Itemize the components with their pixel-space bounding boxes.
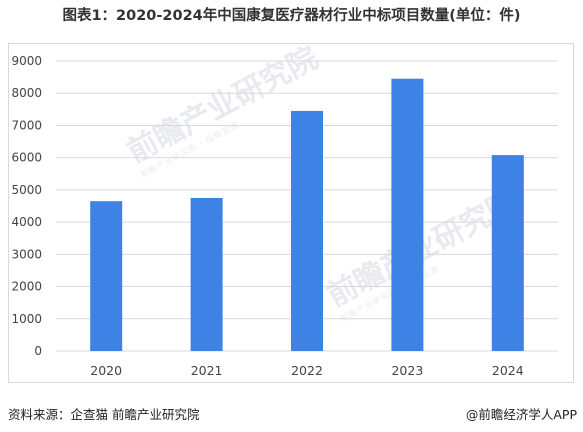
- y-tick-label: 9000: [11, 54, 42, 68]
- x-tick-label: 2021: [191, 363, 223, 378]
- y-tick-label: 3000: [11, 247, 42, 261]
- bar-2022: [291, 110, 323, 351]
- y-tick-label: 2000: [11, 280, 42, 294]
- chart-title: 图表1：2020-2024年中国康复医疗器材行业中标项目数量(单位：件): [62, 8, 521, 24]
- bar-2020: [90, 201, 123, 351]
- plot-frame: [8, 43, 574, 383]
- brand-note: @前瞻经济学人APP: [465, 407, 577, 422]
- bar-2023: [391, 78, 424, 351]
- y-tick-label: 0: [34, 344, 42, 358]
- x-axis-ticks: 2020 2021 2022 2023 2024: [90, 363, 523, 378]
- footer: 资料来源：企查猫 前瞻产业研究院 @前瞻经济学人APP: [0, 400, 583, 424]
- y-tick-label: 5000: [11, 183, 42, 197]
- y-axis-ticks: 0 1000 2000 3000 4000 5000 6000 7000 8000 9000: [11, 54, 42, 358]
- x-tick-label: 2020: [90, 363, 122, 378]
- source-note: 资料来源：企查猫 前瞻产业研究院: [8, 407, 200, 422]
- x-tick-label: 2024: [492, 363, 524, 378]
- x-tick-label: 2022: [291, 363, 323, 378]
- bar-2021: [190, 197, 223, 351]
- y-tick-label: 7000: [11, 118, 42, 132]
- x-tick-label: 2023: [391, 363, 423, 378]
- y-tick-label: 4000: [11, 215, 42, 229]
- bars: [90, 78, 524, 351]
- y-tick-label: 6000: [11, 151, 42, 165]
- y-tick-label: 1000: [11, 312, 42, 326]
- bar-2024: [491, 155, 524, 351]
- y-tick-label: 8000: [11, 86, 42, 100]
